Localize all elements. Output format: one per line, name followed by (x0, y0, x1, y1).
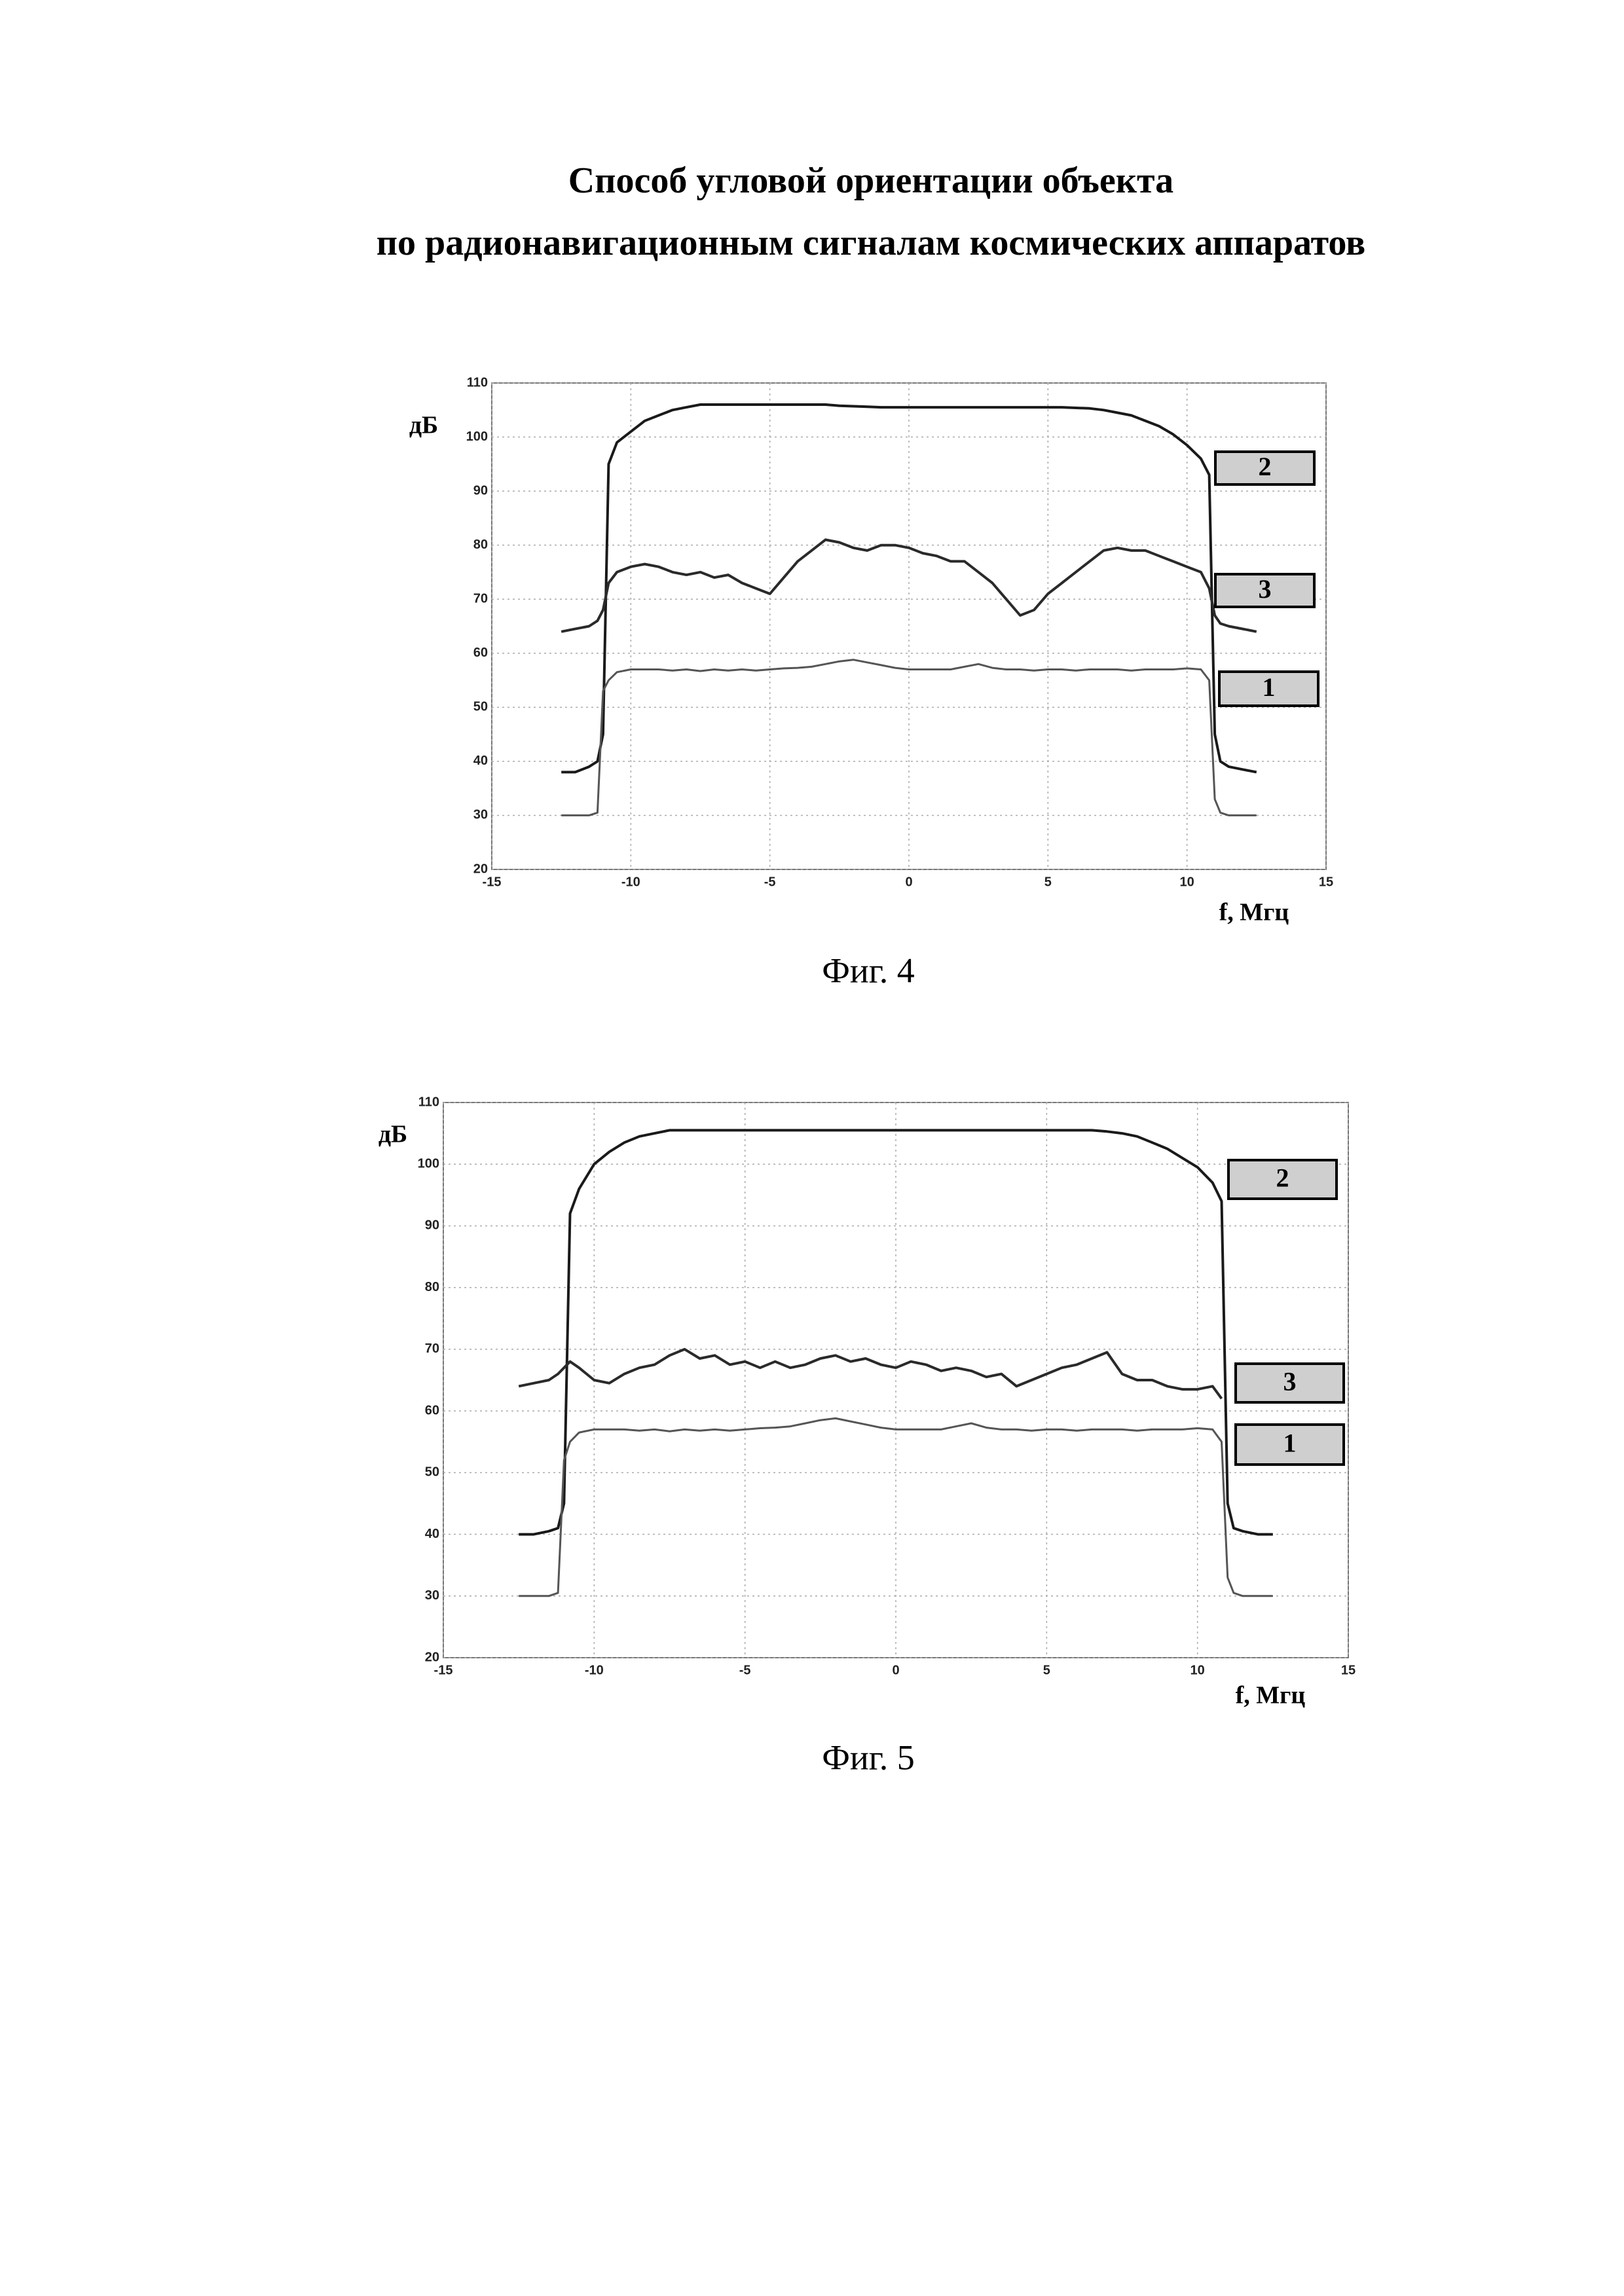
figure-caption: Фиг. 5 (822, 1738, 915, 1777)
x-tick-label: 10 (1190, 1663, 1205, 1677)
y-tick-label: 20 (425, 1650, 439, 1664)
y-axis-label: дБ (409, 412, 438, 439)
legend-label: 2 (1276, 1163, 1289, 1193)
y-tick-label: 50 (473, 700, 488, 714)
y-tick-label: 70 (425, 1341, 439, 1356)
y-axis-label: дБ (378, 1121, 407, 1148)
legend-label: 2 (1259, 452, 1272, 481)
series-line (561, 539, 1257, 631)
y-tick-label: 80 (425, 1280, 439, 1294)
legend-label: 3 (1259, 574, 1272, 604)
x-axis-label: f, Мгц (1236, 1682, 1306, 1709)
page: Способ угловой ориентации объекта по рад… (0, 0, 1624, 2296)
title-line: по радионавигационным сигналам космическ… (377, 223, 1365, 263)
x-tick-label: -15 (434, 1663, 453, 1677)
figure-caption: Фиг. 4 (822, 951, 915, 990)
y-tick-label: 30 (425, 1588, 439, 1603)
x-axis-label: f, Мгц (1219, 899, 1289, 926)
legend-label: 1 (1263, 672, 1276, 702)
x-tick-label: 0 (905, 875, 912, 889)
y-tick-label: 50 (425, 1465, 439, 1480)
y-tick-label: 20 (473, 862, 488, 876)
legend-label: 1 (1283, 1429, 1297, 1458)
x-tick-label: -5 (739, 1663, 751, 1677)
y-tick-label: 100 (466, 429, 488, 444)
legend-label: 3 (1283, 1367, 1297, 1396)
plot-frame (492, 383, 1326, 869)
title-line: Способ угловой ориентации объекта (568, 160, 1173, 201)
y-tick-label: 40 (425, 1527, 439, 1541)
y-tick-label: 100 (418, 1157, 439, 1171)
x-tick-label: -10 (585, 1663, 604, 1677)
series-line (519, 1349, 1221, 1398)
y-tick-label: 90 (425, 1218, 439, 1233)
y-tick-label: 60 (425, 1403, 439, 1417)
y-tick-label: 110 (467, 375, 488, 390)
y-tick-label: 40 (473, 754, 488, 768)
y-tick-label: 70 (473, 592, 488, 606)
x-tick-label: 15 (1319, 875, 1333, 889)
x-tick-label: 10 (1180, 875, 1194, 889)
x-tick-label: 5 (1043, 1663, 1050, 1677)
y-tick-label: 80 (473, 538, 488, 552)
x-tick-label: 5 (1044, 875, 1052, 889)
x-tick-label: -15 (483, 875, 502, 889)
y-tick-label: 60 (473, 646, 488, 660)
x-tick-label: 15 (1341, 1663, 1356, 1677)
y-tick-label: 110 (418, 1095, 439, 1109)
series-line (519, 1130, 1273, 1534)
y-tick-label: 90 (473, 483, 488, 498)
x-tick-label: -5 (764, 875, 776, 889)
y-tick-label: 30 (473, 808, 488, 822)
x-tick-label: -10 (621, 875, 640, 889)
x-tick-label: 0 (892, 1663, 899, 1677)
